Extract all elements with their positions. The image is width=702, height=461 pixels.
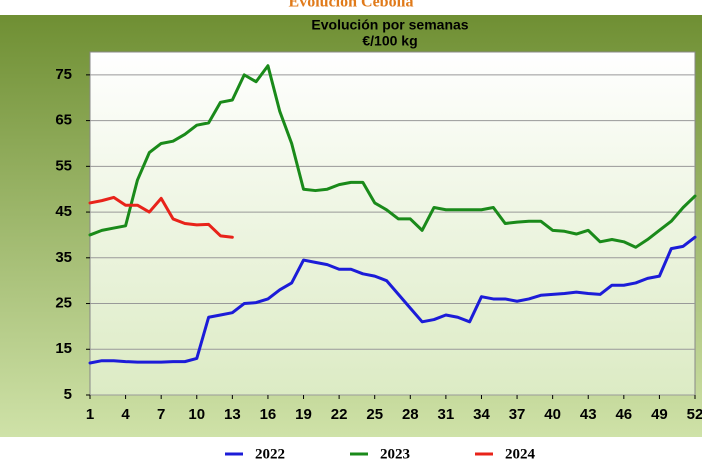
x-tick-label: 4 xyxy=(121,406,130,423)
x-tick-label: 31 xyxy=(438,406,455,423)
x-tick-label: 19 xyxy=(295,406,312,423)
x-tick-label: 40 xyxy=(544,406,561,423)
x-tick-label: 28 xyxy=(402,406,419,423)
y-tick-label: 5 xyxy=(64,386,72,403)
legend-label: 2022 xyxy=(255,446,285,461)
x-tick-label: 22 xyxy=(331,406,348,423)
x-tick-label: 37 xyxy=(509,406,526,423)
y-tick-label: 15 xyxy=(55,340,72,357)
x-tick-label: 52 xyxy=(687,406,702,423)
x-tick-label: 49 xyxy=(651,406,668,423)
y-axis-label: €/100 kg xyxy=(362,33,417,49)
x-tick-label: 10 xyxy=(188,406,205,423)
x-tick-label: 1 xyxy=(86,406,94,423)
line-series xyxy=(88,195,234,239)
x-tick-label: 46 xyxy=(615,406,632,423)
line-series xyxy=(88,235,697,365)
legend-label: 2023 xyxy=(380,446,410,461)
x-tick-label: 13 xyxy=(224,406,241,423)
y-tick-label: 45 xyxy=(55,203,72,220)
x-tick-label: 25 xyxy=(366,406,383,423)
y-tick-label: 55 xyxy=(55,157,72,174)
x-tick-label: 16 xyxy=(260,406,277,423)
chart-subtitle: Evolución por semanas xyxy=(311,17,468,33)
line-series xyxy=(88,64,697,249)
y-tick-label: 75 xyxy=(55,66,72,83)
x-tick-label: 7 xyxy=(157,406,165,423)
y-tick-label: 65 xyxy=(55,112,72,129)
x-tick-label: 43 xyxy=(580,406,597,423)
x-tick-label: 34 xyxy=(473,406,490,423)
y-tick-label: 25 xyxy=(55,295,72,312)
y-tick-label: 35 xyxy=(55,249,72,266)
page-title: Evolución Cebolla xyxy=(289,0,414,11)
legend-label: 2024 xyxy=(505,446,536,461)
